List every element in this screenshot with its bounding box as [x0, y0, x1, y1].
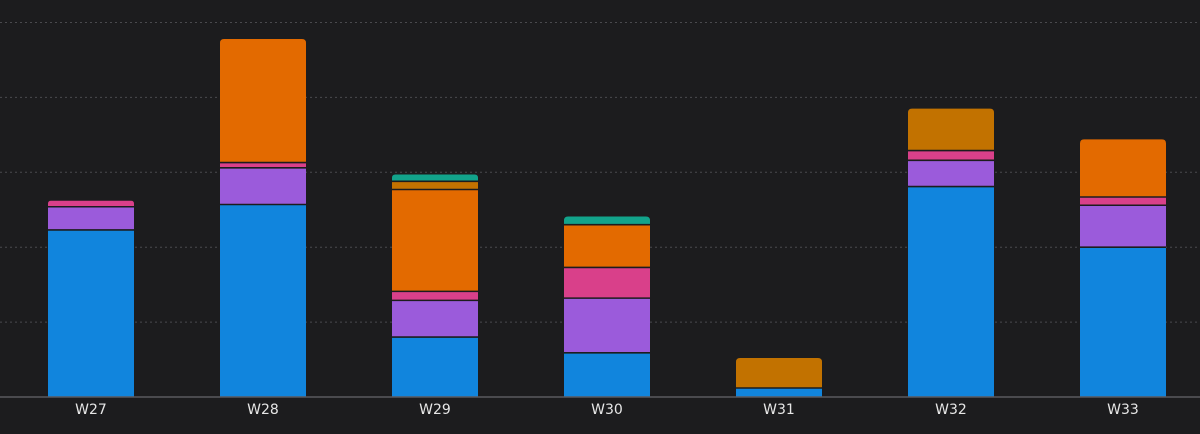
bar-segment	[1080, 247, 1166, 397]
bar-segment	[564, 224, 650, 268]
x-tick-label: W30	[591, 402, 623, 418]
bar-segment	[564, 352, 650, 397]
x-tick-label: W33	[1107, 402, 1139, 418]
bar-segment	[908, 160, 994, 187]
bar-segment	[564, 267, 650, 299]
bar-segment	[564, 298, 650, 353]
bar-segment	[48, 206, 134, 230]
x-tick-label: W31	[763, 402, 795, 418]
bar-segment	[392, 174, 478, 182]
bar-segment	[220, 162, 306, 168]
bar-segment	[1080, 139, 1166, 198]
bar-segment	[1080, 197, 1166, 206]
bar-segment	[220, 38, 306, 163]
bar-segment	[908, 186, 994, 397]
bar-segment	[564, 216, 650, 225]
bar-segment	[220, 204, 306, 397]
bar-segment	[736, 358, 822, 389]
x-tick-label: W29	[419, 402, 451, 418]
bar-segment	[908, 150, 994, 161]
x-tick-label: W27	[75, 402, 107, 418]
bar-segment	[908, 108, 994, 151]
bar-segment	[48, 229, 134, 397]
bar-segment	[736, 388, 822, 397]
x-tick-label: W32	[935, 402, 967, 418]
bar-segment	[392, 337, 478, 397]
bar-segment	[392, 300, 478, 338]
bar-segment	[392, 181, 478, 190]
x-tick-label: W28	[247, 402, 279, 418]
bar-segment	[392, 189, 478, 292]
bar-segment	[220, 167, 306, 205]
bar-segment	[392, 291, 478, 301]
bar-segment	[1080, 205, 1166, 248]
bar-segment	[48, 200, 134, 207]
